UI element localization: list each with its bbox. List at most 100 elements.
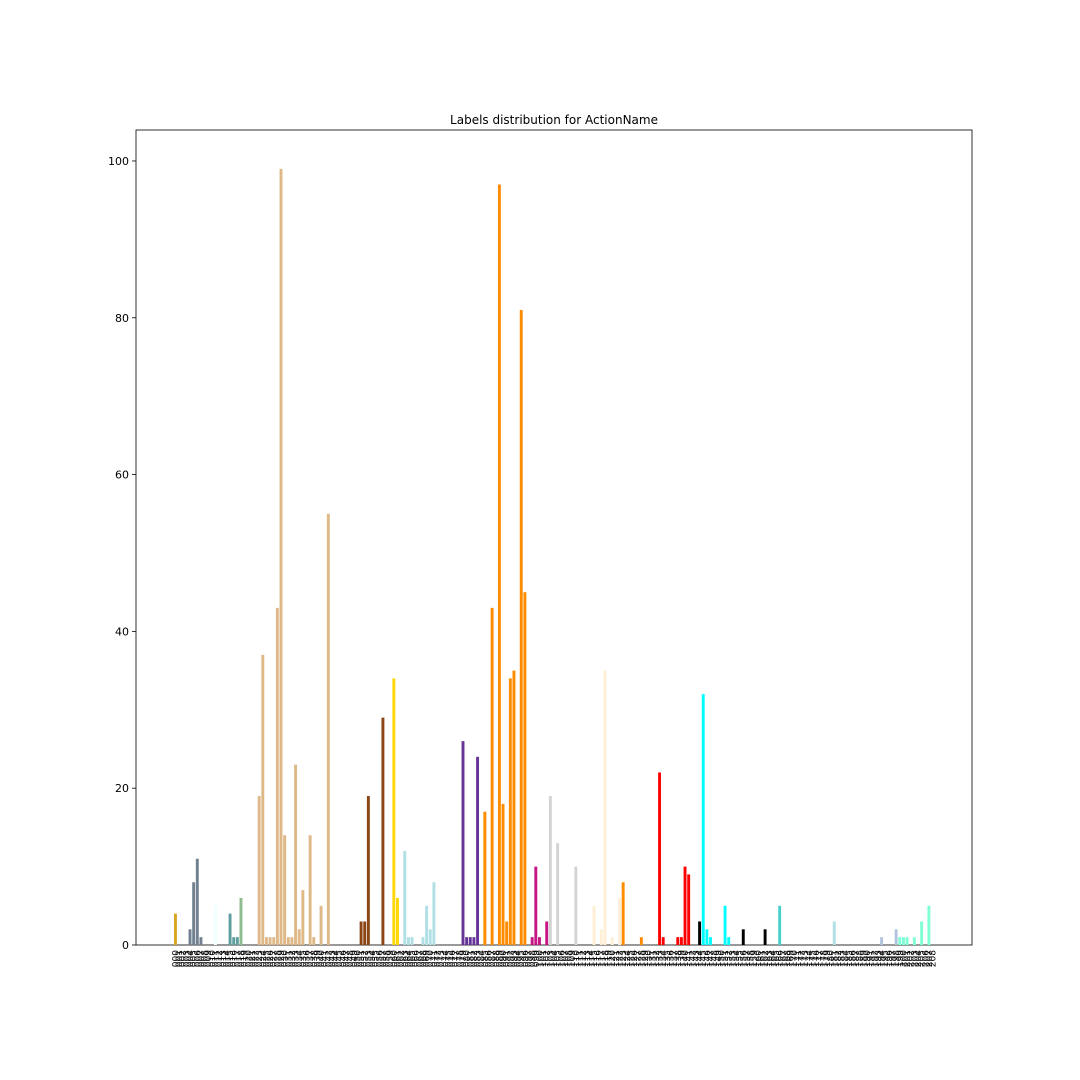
x-tick-label: 203 xyxy=(910,950,920,967)
x-tick-label: 031 xyxy=(284,950,294,967)
x-tick-label: 199 xyxy=(896,950,906,967)
x-tick-label: 140 xyxy=(681,950,691,967)
x-tick-label: 089 xyxy=(495,950,505,967)
bar xyxy=(599,929,603,945)
x-tick-label: 008 xyxy=(201,950,211,967)
bar xyxy=(705,929,709,945)
x-tick-label: 092 xyxy=(506,950,516,967)
bar xyxy=(279,168,283,946)
x-tick-label: 162 xyxy=(761,950,771,967)
bar xyxy=(319,905,323,945)
x-tick-label: 056 xyxy=(375,950,385,967)
bar xyxy=(472,937,476,945)
bar xyxy=(548,796,552,945)
bar xyxy=(392,678,396,945)
x-tick-label: 206 xyxy=(921,950,931,967)
x-tick-label: 026 xyxy=(266,950,276,967)
x-tick-label: 062 xyxy=(397,950,407,967)
x-tick-label: 066 xyxy=(412,950,422,967)
x-tick-label: 014 xyxy=(222,950,232,967)
bar xyxy=(505,921,509,945)
x-tick-label: 137 xyxy=(670,950,680,967)
x-tick-label: 030 xyxy=(281,950,291,967)
x-tick-label: 010 xyxy=(208,950,218,967)
x-tick-label: 016 xyxy=(230,950,240,967)
x-tick-label: 141 xyxy=(685,950,695,967)
x-tick-label: 064 xyxy=(404,950,414,967)
x-tick-label: 086 xyxy=(484,950,494,967)
bar xyxy=(235,937,239,945)
bar xyxy=(268,937,272,945)
x-tick-label: 169 xyxy=(787,950,797,967)
x-tick-label: 071 xyxy=(430,950,440,967)
bar xyxy=(523,592,527,945)
bar xyxy=(687,874,691,945)
bar xyxy=(920,921,924,945)
bar xyxy=(261,654,265,945)
bar xyxy=(639,937,643,945)
bar xyxy=(301,890,305,945)
x-tick-label: 127 xyxy=(634,950,644,967)
x-tick-label: 152 xyxy=(725,950,735,967)
x-tick-label: 195 xyxy=(881,950,891,967)
x-tick-label: 102 xyxy=(543,950,553,967)
x-tick-label: 106 xyxy=(557,950,567,967)
x-tick-label: 094 xyxy=(514,950,524,967)
x-tick-label: 101 xyxy=(539,950,549,967)
x-tick-label: 047 xyxy=(343,950,353,967)
x-tick-label: 068 xyxy=(419,950,429,967)
bar xyxy=(366,796,370,945)
y-tick-label: 100 xyxy=(108,155,129,168)
bar xyxy=(701,694,705,945)
x-tick-label: 167 xyxy=(779,950,789,967)
x-tick-label: 036 xyxy=(302,950,312,967)
bar xyxy=(927,905,931,945)
x-tick-label: 004 xyxy=(186,950,196,967)
bar xyxy=(228,913,232,945)
x-tick-label: 005 xyxy=(190,950,200,967)
x-tick-label: 181 xyxy=(830,950,840,967)
bar xyxy=(359,921,363,945)
x-tick-label: 122 xyxy=(616,950,626,967)
x-tick-label: 033 xyxy=(292,950,302,967)
x-tick-label: 069 xyxy=(423,950,433,967)
x-tick-label: 155 xyxy=(736,950,746,967)
x-tick-label: 142 xyxy=(688,950,698,967)
bar xyxy=(490,607,494,945)
x-tick-label: 083 xyxy=(474,950,484,967)
x-tick-label: 103 xyxy=(546,950,556,967)
x-tick-label: 050 xyxy=(353,950,363,967)
x-tick-label: 011 xyxy=(211,950,221,967)
x-tick-label: 040 xyxy=(317,950,327,967)
x-tick-label: 001 xyxy=(175,950,185,967)
x-tick-label: 044 xyxy=(332,950,342,967)
x-tick-label: 072 xyxy=(434,950,444,967)
bar xyxy=(661,937,665,945)
bar xyxy=(410,937,414,945)
x-tick-label: 100 xyxy=(535,950,545,967)
bar xyxy=(363,921,367,945)
bar xyxy=(257,796,261,945)
y-tick-label: 40 xyxy=(115,625,129,638)
bar xyxy=(483,811,487,945)
x-tick-label: 057 xyxy=(379,950,389,967)
x-tick-label: 073 xyxy=(437,950,447,967)
x-tick-label: 007 xyxy=(197,950,207,967)
bar xyxy=(621,882,625,945)
x-tick-label: 021 xyxy=(248,950,258,967)
bar xyxy=(901,937,905,945)
x-tick-label: 208 xyxy=(929,950,939,967)
bar xyxy=(283,835,287,945)
x-tick-label: 108 xyxy=(565,950,575,967)
x-tick-label: 039 xyxy=(313,950,323,967)
x-tick-label: 060 xyxy=(390,950,400,967)
bar xyxy=(188,929,192,945)
bar xyxy=(428,929,432,945)
x-tick-label: 163 xyxy=(765,950,775,967)
x-tick-label: 091 xyxy=(503,950,513,967)
x-tick-label: 107 xyxy=(561,950,571,967)
bar xyxy=(326,513,330,945)
x-tick-label: 149 xyxy=(714,950,724,967)
x-tick-label: 076 xyxy=(448,950,458,967)
bar xyxy=(264,937,268,945)
